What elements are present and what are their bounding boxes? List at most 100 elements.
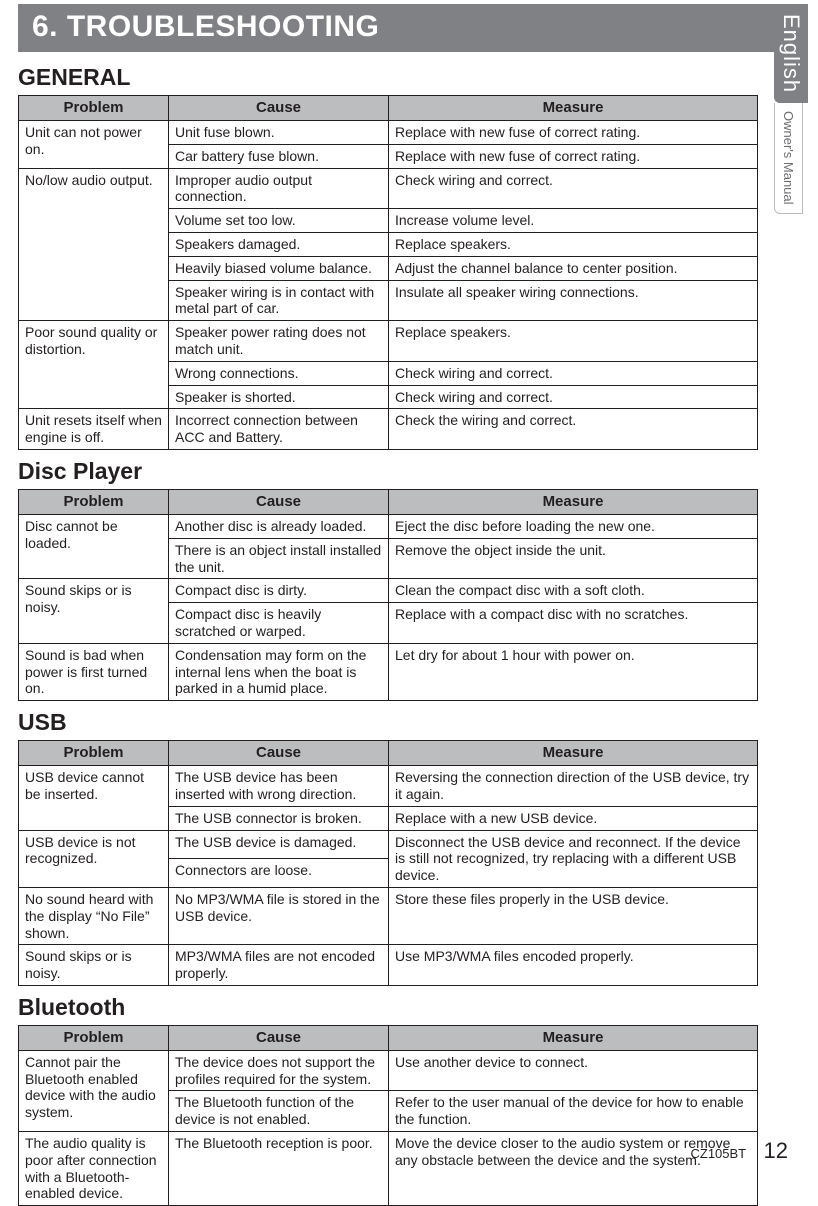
table-row: Sound skips or is noisy. Compact disc is… (19, 579, 758, 603)
cell-cause: There is an object install installed the… (169, 538, 389, 579)
cell-problem: USB device cannot be inserted. (19, 766, 169, 830)
table-row: Sound skips or is noisy. MP3/WMA files a… (19, 945, 758, 986)
section-title-usb: USB (18, 709, 800, 736)
table-row: Unit can not power on. Unit fuse blown. … (19, 121, 758, 145)
col-problem: Problem (19, 741, 169, 766)
table-row: Unit resets itself when engine is off. I… (19, 409, 758, 450)
cell-problem: Disc cannot be loaded. (19, 514, 169, 578)
cell-measure: Disconnect the USB device and reconnect.… (389, 830, 758, 887)
cell-measure: Check wiring and correct. (389, 168, 758, 209)
col-problem: Problem (19, 1025, 169, 1050)
cell-cause: Volume set too low. (169, 209, 389, 233)
cell-measure: Insulate all speaker wiring connections. (389, 280, 758, 321)
chapter-banner: 6. TROUBLESHOOTING (18, 4, 800, 52)
footer-page-number: 12 (764, 1138, 788, 1163)
cell-measure: Store these files properly in the USB de… (389, 887, 758, 944)
side-tabs: English Owner's Manual (774, 4, 818, 214)
cell-cause: Wrong connections. (169, 361, 389, 385)
cell-cause: Heavily biased volume balance. (169, 256, 389, 280)
section-title-bluetooth: Bluetooth (18, 994, 800, 1021)
table-row: No/low audio output. Improper audio outp… (19, 168, 758, 209)
cell-cause: Car battery fuse blown. (169, 144, 389, 168)
cell-problem: Sound is bad when power is first turned … (19, 643, 169, 700)
table-row: Cannot pair the Bluetooth enabled device… (19, 1050, 758, 1091)
table-disc: Problem Cause Measure Disc cannot be loa… (18, 489, 758, 701)
table-header-row: Problem Cause Measure (19, 741, 758, 766)
cell-measure: Use another device to connect. (389, 1050, 758, 1091)
cell-problem: No sound heard with the display “No File… (19, 887, 169, 944)
cell-cause: Speaker power rating does not match unit… (169, 321, 389, 362)
footer-model: CZ105BT (690, 1146, 745, 1161)
cell-cause: Unit fuse blown. (169, 121, 389, 145)
cell-measure: Replace with a new USB device. (389, 806, 758, 830)
cell-problem: Sound skips or is noisy. (19, 945, 169, 986)
cell-problem: USB device is not recognized. (19, 830, 169, 887)
cell-measure: Use MP3/WMA files encoded properly. (389, 945, 758, 986)
col-cause: Cause (169, 489, 389, 514)
cell-problem: Unit can not power on. (19, 121, 169, 169)
page-content: 6. TROUBLESHOOTING GENERAL Problem Cause… (0, 4, 818, 1206)
cell-cause: Compact disc is dirty. (169, 579, 389, 603)
cell-cause: The USB connector is broken. (169, 806, 389, 830)
cell-cause: Speakers damaged. (169, 232, 389, 256)
cell-cause: Speaker is shorted. (169, 385, 389, 409)
col-measure: Measure (389, 489, 758, 514)
section-title-general: GENERAL (18, 64, 800, 91)
table-bluetooth: Problem Cause Measure Cannot pair the Bl… (18, 1025, 758, 1206)
cell-measure: Check wiring and correct. (389, 361, 758, 385)
col-measure: Measure (389, 1025, 758, 1050)
table-general: Problem Cause Measure Unit can not power… (18, 95, 758, 450)
cell-measure: Clean the compact disc with a soft cloth… (389, 579, 758, 603)
cell-measure: Increase volume level. (389, 209, 758, 233)
cell-cause: The device does not support the profiles… (169, 1050, 389, 1091)
cell-measure: Adjust the channel balance to center pos… (389, 256, 758, 280)
table-row: Poor sound quality or distortion. Speake… (19, 321, 758, 362)
col-cause: Cause (169, 741, 389, 766)
table-usb: Problem Cause Measure USB device cannot … (18, 740, 758, 986)
table-header-row: Problem Cause Measure (19, 489, 758, 514)
cell-measure: Reversing the connection direction of th… (389, 766, 758, 807)
cell-problem: Sound skips or is noisy. (19, 579, 169, 643)
col-problem: Problem (19, 489, 169, 514)
col-measure: Measure (389, 96, 758, 121)
table-row: The audio quality is poor after connecti… (19, 1132, 758, 1206)
cell-measure: Replace speakers. (389, 232, 758, 256)
col-measure: Measure (389, 741, 758, 766)
cell-measure: Replace with new fuse of correct rating. (389, 144, 758, 168)
cell-problem: Poor sound quality or distortion. (19, 321, 169, 409)
table-header-row: Problem Cause Measure (19, 1025, 758, 1050)
page-footer: CZ105BT 12 (690, 1138, 788, 1164)
tab-english: English (774, 4, 808, 103)
cell-measure: Replace with a compact disc with no scra… (389, 603, 758, 644)
table-row: USB device is not recognized. The USB de… (19, 830, 758, 859)
cell-cause: Compact disc is heavily scratched or war… (169, 603, 389, 644)
cell-measure: Replace with new fuse of correct rating. (389, 121, 758, 145)
cell-cause: Incorrect connection between ACC and Bat… (169, 409, 389, 450)
cell-measure: Replace speakers. (389, 321, 758, 362)
table-row: Disc cannot be loaded. Another disc is a… (19, 514, 758, 538)
cell-measure: Let dry for about 1 hour with power on. (389, 643, 758, 700)
col-problem: Problem (19, 96, 169, 121)
cell-measure: Eject the disc before loading the new on… (389, 514, 758, 538)
col-cause: Cause (169, 1025, 389, 1050)
cell-problem: The audio quality is poor after connecti… (19, 1132, 169, 1206)
cell-problem: Unit resets itself when engine is off. (19, 409, 169, 450)
cell-cause: The Bluetooth reception is poor. (169, 1132, 389, 1206)
cell-cause: Connectors are loose. (169, 859, 389, 888)
table-row: No sound heard with the display “No File… (19, 887, 758, 944)
cell-measure: Remove the object inside the unit. (389, 538, 758, 579)
cell-cause: The Bluetooth function of the device is … (169, 1091, 389, 1132)
cell-cause: Speaker wiring is in contact with metal … (169, 280, 389, 321)
table-row: Sound is bad when power is first turned … (19, 643, 758, 700)
cell-problem: No/low audio output. (19, 168, 169, 321)
tab-owners-manual: Owner's Manual (774, 103, 803, 214)
table-header-row: Problem Cause Measure (19, 96, 758, 121)
cell-cause: Condensation may form on the internal le… (169, 643, 389, 700)
cell-cause: The USB device is damaged. (169, 830, 389, 859)
cell-measure: Check wiring and correct. (389, 385, 758, 409)
cell-measure: Check the wiring and correct. (389, 409, 758, 450)
section-title-disc: Disc Player (18, 458, 800, 485)
cell-problem: Cannot pair the Bluetooth enabled device… (19, 1050, 169, 1131)
table-row: USB device cannot be inserted. The USB d… (19, 766, 758, 807)
col-cause: Cause (169, 96, 389, 121)
